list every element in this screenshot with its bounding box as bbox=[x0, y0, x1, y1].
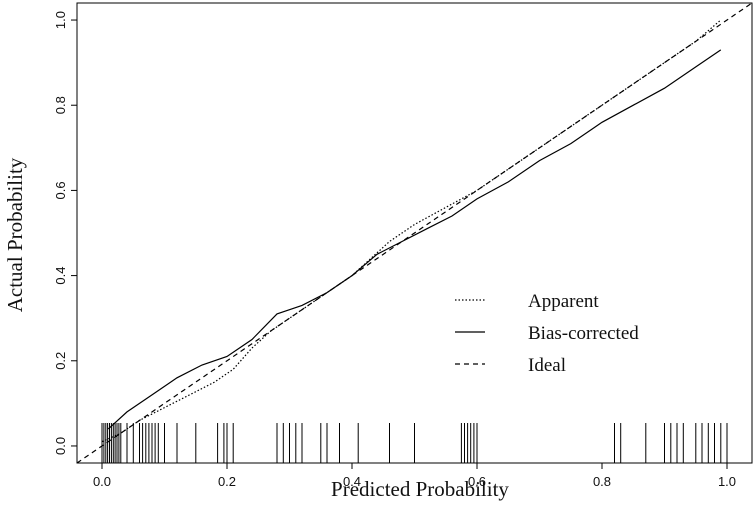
y-axis-title: Actual Probability bbox=[3, 157, 27, 312]
y-tick-label: 0.2 bbox=[53, 352, 68, 370]
legend: Apparent Bias-corrected Ideal bbox=[455, 291, 639, 376]
series-line-apparent bbox=[101, 19, 722, 443]
x-tick-label: 0.6 bbox=[468, 474, 486, 489]
y-tick-label: 0.4 bbox=[53, 267, 68, 285]
legend-label-ideal: Ideal bbox=[528, 355, 566, 376]
x-tick-label: 1.0 bbox=[718, 474, 736, 489]
series-line-bias-corrected bbox=[107, 49, 722, 430]
x-tick-label: 0.8 bbox=[593, 474, 611, 489]
x-tick-label: 0.4 bbox=[343, 474, 361, 489]
x-tick-label: 0.0 bbox=[93, 474, 111, 489]
rug-marks bbox=[101, 423, 728, 463]
series-line-ideal bbox=[76, 2, 753, 464]
y-axis: 0.0 0.2 0.4 0.6 0.8 1.0 bbox=[53, 11, 77, 455]
legend-label-bias-corrected: Bias-corrected bbox=[528, 323, 639, 344]
y-tick-label: 1.0 bbox=[53, 11, 68, 29]
y-tick-label: 0.8 bbox=[53, 96, 68, 114]
legend-label-apparent: Apparent bbox=[528, 291, 599, 312]
series-lines bbox=[76, 2, 753, 464]
y-tick-label: 0.6 bbox=[53, 181, 68, 199]
x-axis-title: Predicted Probability bbox=[331, 477, 509, 501]
x-tick-label: 0.2 bbox=[218, 474, 236, 489]
x-axis: 0.0 0.2 0.4 0.6 0.8 1.0 bbox=[93, 463, 736, 489]
y-tick-label: 0.0 bbox=[53, 437, 68, 455]
